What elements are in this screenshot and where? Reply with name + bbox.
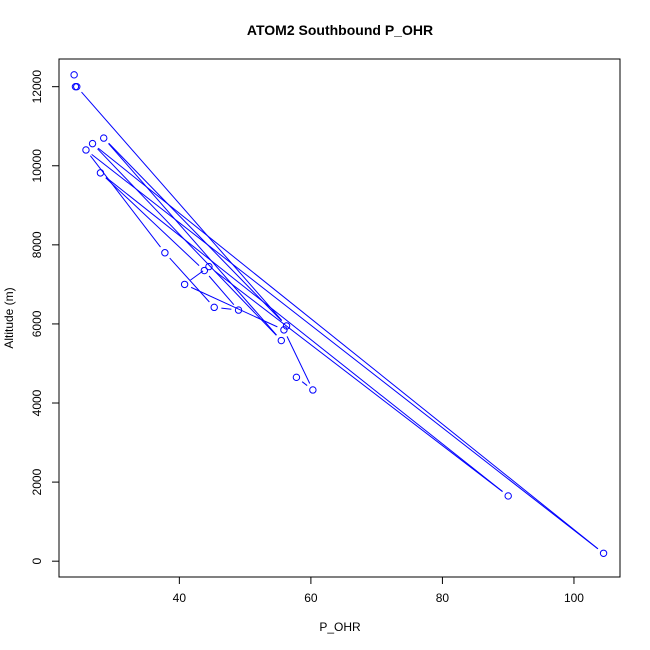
- data-point: [599, 549, 608, 557]
- series-segment: [108, 143, 277, 336]
- series-segment: [286, 336, 311, 384]
- data-point: [161, 249, 169, 257]
- data-point: [88, 139, 97, 148]
- series-segment: [208, 275, 235, 305]
- series-segment: [105, 177, 200, 266]
- x-axis-label: P_OHR: [319, 620, 361, 634]
- y-tick-label: 2000: [30, 468, 44, 495]
- series-segment: [89, 155, 161, 248]
- y-axis: 0 2000 4000 6000 8000 10000 12000: [30, 70, 59, 565]
- data-point: [504, 492, 512, 500]
- series-segment: [190, 286, 278, 328]
- y-tick-label: 10000: [30, 149, 44, 183]
- series-segment: [301, 381, 308, 386]
- data-point: [96, 169, 105, 177]
- data-point: [82, 146, 90, 154]
- series-segment: [221, 307, 232, 310]
- series-segment: [97, 148, 277, 336]
- data-point: [309, 386, 317, 394]
- y-tick-label: 4000: [30, 389, 44, 416]
- data-point: [282, 322, 291, 330]
- series-segment: [91, 153, 599, 550]
- plot-frame: [58, 58, 621, 578]
- x-tick-label: 80: [436, 591, 450, 605]
- series-segment: [81, 91, 283, 321]
- y-axis-label: Altitude (m): [2, 287, 16, 348]
- y-tick-label: 0: [30, 558, 44, 565]
- data-point: [73, 82, 81, 91]
- data-point: [280, 326, 288, 334]
- data-point: [277, 336, 285, 345]
- y-tick-label: 6000: [30, 310, 44, 337]
- y-tick-label: 8000: [30, 231, 44, 258]
- data-point: [70, 71, 78, 79]
- x-axis: 40 60 80 100: [173, 577, 584, 605]
- y-tick-label: 12000: [30, 70, 44, 104]
- series-segment: [214, 270, 503, 492]
- data-point: [100, 134, 108, 142]
- data-point: [234, 306, 243, 314]
- data-point: [205, 262, 213, 271]
- data-point: [180, 280, 189, 289]
- plot-area: [70, 71, 608, 557]
- data-point: [200, 266, 209, 275]
- chart-title: ATOM2 Southbound P_OHR: [247, 22, 433, 38]
- series-segment: [108, 142, 282, 322]
- x-tick-label: 100: [564, 591, 584, 605]
- series-segment: [169, 257, 210, 303]
- data-point: [210, 303, 218, 312]
- x-tick-label: 40: [173, 591, 187, 605]
- data-point: [292, 373, 301, 382]
- series-segment: [97, 147, 599, 550]
- series-segment: [190, 270, 204, 281]
- x-tick-label: 60: [304, 591, 318, 605]
- series-segment: [105, 176, 503, 492]
